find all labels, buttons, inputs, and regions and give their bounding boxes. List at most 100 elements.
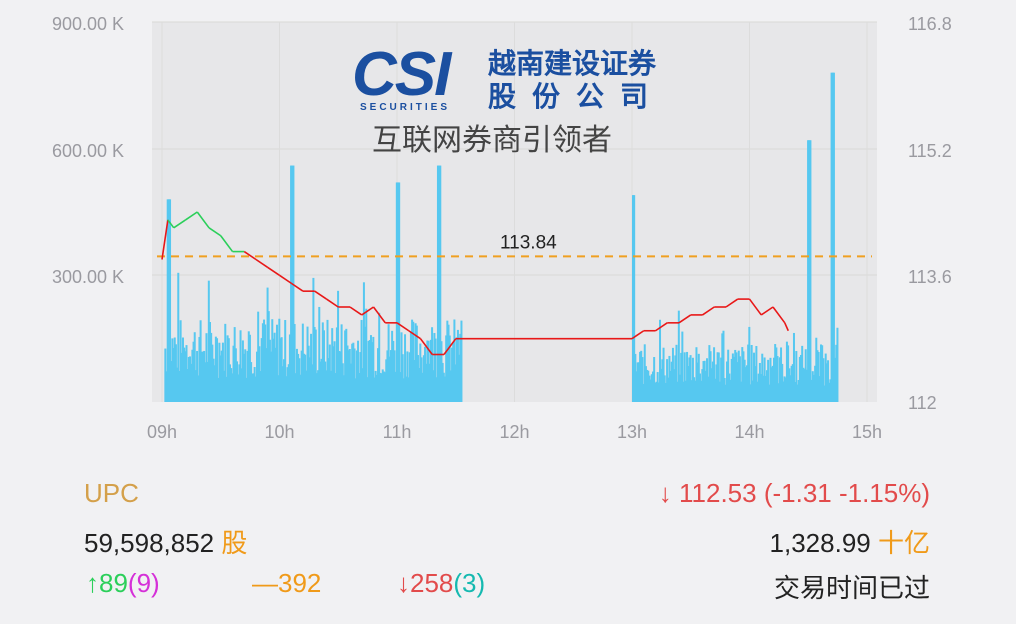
volume-bar — [306, 326, 309, 402]
volume-bar — [233, 327, 236, 402]
volume-bar — [226, 335, 229, 402]
right-axis-labels: 116.8 115.2 113.6 112 — [908, 14, 952, 413]
logo-securities-text: SECURITIES — [360, 102, 450, 113]
volume-bar — [228, 364, 231, 402]
volume-bar — [212, 358, 215, 402]
volume-bar — [317, 370, 320, 402]
volume-bar — [194, 370, 197, 402]
volume-bar — [649, 379, 652, 402]
volume-bar — [190, 363, 193, 402]
price-segment — [161, 219, 169, 260]
volume-bar — [165, 371, 168, 402]
down-count: 258 — [410, 568, 454, 598]
volume-bar — [822, 358, 825, 402]
volume-bar — [347, 350, 350, 402]
volume-bar — [656, 372, 659, 402]
volume-bar — [651, 371, 654, 402]
volume-bar — [174, 344, 177, 402]
volume-bar — [319, 361, 322, 402]
volume-bar — [727, 349, 730, 402]
volume-bar — [695, 347, 698, 402]
volume-bar — [764, 375, 767, 402]
volume-bar — [238, 364, 241, 402]
volume-bar — [743, 359, 746, 402]
volume-bar — [364, 326, 367, 402]
volume-bar — [270, 351, 273, 402]
volume-bar — [225, 376, 228, 402]
volume-bar — [268, 339, 271, 402]
volume-bar — [330, 370, 333, 402]
logo-mark: CSI — [352, 40, 453, 109]
volume-bar — [777, 383, 780, 402]
volume-bar — [800, 354, 803, 402]
volume-bar — [332, 346, 335, 402]
volume-bar — [758, 362, 761, 402]
volume-bar — [435, 377, 438, 402]
volume-bars — [164, 72, 839, 403]
volume-bar — [389, 350, 392, 402]
volume-bar — [687, 366, 690, 402]
volume-bar — [781, 363, 784, 402]
volume-bar — [301, 323, 304, 402]
volume-bar — [200, 351, 203, 402]
volume-bar — [359, 352, 362, 402]
price-segment — [784, 322, 790, 332]
price-segment — [372, 306, 386, 324]
volume-bar — [352, 342, 355, 402]
volume-bar — [391, 330, 394, 402]
volume-bar — [768, 384, 771, 402]
volume-bar — [324, 361, 327, 402]
volume-bar — [428, 363, 431, 402]
volume-bar — [377, 348, 380, 402]
volume-bar — [432, 370, 435, 402]
left-axis-tick-label: 900.00 K — [52, 14, 124, 34]
volume-bar — [820, 344, 822, 402]
volume-bar — [251, 373, 254, 402]
volume-bar — [373, 377, 376, 402]
volume-bar — [828, 382, 831, 402]
volume-bar — [805, 369, 808, 402]
volume-bar — [796, 384, 799, 402]
volume-bar — [308, 357, 311, 402]
volume-bar — [436, 165, 439, 402]
up-ceiling-count: (9) — [127, 568, 160, 598]
volume-bar — [761, 353, 764, 402]
price-segment — [290, 282, 304, 292]
price-segment — [396, 322, 410, 332]
volume-bar — [237, 374, 240, 402]
left-axis-tick-label: 600.00 K — [52, 141, 124, 161]
volume-bar — [325, 370, 328, 402]
volume-bar — [673, 369, 676, 402]
volume-bar — [355, 350, 358, 402]
price-segment — [167, 219, 175, 229]
volume-bar — [736, 362, 739, 402]
volume-bar — [737, 350, 740, 402]
price-segment — [702, 306, 715, 316]
volume-bar — [784, 377, 787, 402]
volume-bar — [424, 346, 427, 402]
volume-bar — [407, 377, 410, 402]
volume-bar — [214, 336, 217, 402]
volume-bar — [221, 342, 224, 402]
volume-bar — [438, 165, 441, 402]
volume-bar — [261, 323, 264, 402]
volume-bar — [210, 332, 213, 402]
volume-bar — [836, 327, 839, 402]
volume-bar — [341, 363, 344, 402]
volume-bar — [277, 375, 280, 402]
price-segment — [326, 298, 339, 308]
volume-bar — [697, 353, 700, 402]
volume-bar — [279, 338, 282, 402]
volume-bar — [731, 353, 734, 402]
volume-bar — [639, 351, 642, 402]
volume-bar — [385, 359, 388, 402]
volume-bar — [760, 374, 763, 402]
price-segment — [243, 250, 257, 261]
volume-bar — [258, 346, 261, 402]
volume-bar — [293, 323, 296, 402]
volume-bar — [704, 370, 707, 402]
volume-bar — [441, 362, 444, 402]
volume-bar — [795, 351, 798, 402]
volume-bar — [280, 337, 283, 402]
volume-bar — [230, 368, 233, 402]
